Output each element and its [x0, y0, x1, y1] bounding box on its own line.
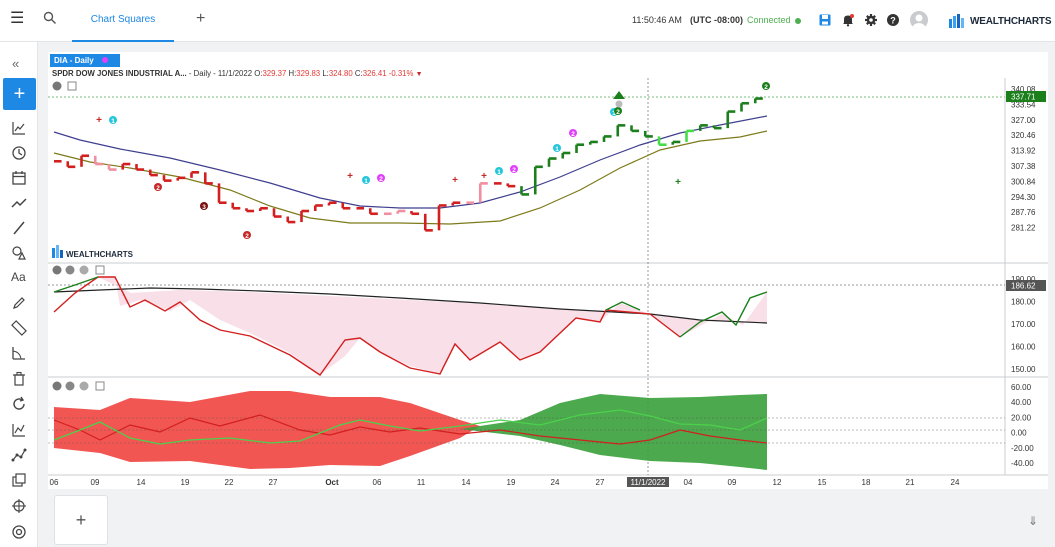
help-icon[interactable]: ? [886, 13, 900, 27]
settings-icon[interactable] [864, 13, 878, 27]
clock-icon[interactable] [11, 145, 27, 161]
collapse-icon[interactable]: « [12, 56, 20, 71]
connection-status: Connected [747, 15, 801, 25]
save-icon[interactable] [818, 13, 832, 27]
calendar-icon[interactable] [11, 170, 27, 186]
chart-icon[interactable] [11, 422, 27, 438]
low-value: 324.80 [328, 69, 353, 78]
timezone-label[interactable]: (UTC -08:00) [690, 15, 744, 25]
angle-icon[interactable] [11, 345, 27, 361]
settings-gear-icon[interactable] [11, 524, 27, 540]
crosshair-icon[interactable] [11, 498, 27, 514]
wealthcharts-logo: WEALTHCHARTS [948, 12, 1051, 30]
logo-icon [949, 14, 964, 28]
symbol-name: SPDR DOW JONES INDUSTRIAL A... [52, 69, 187, 78]
close-value: 326.41 [362, 69, 387, 78]
add-tab-icon[interactable]: + [196, 10, 206, 27]
user-avatar-icon[interactable] [910, 11, 928, 29]
low-label: L: [322, 69, 329, 78]
high-value: 329.83 [296, 69, 321, 78]
change-value: -0.31% [388, 69, 414, 78]
open-label: O: [254, 69, 263, 78]
open-value: 329.37 [262, 69, 287, 78]
trend-icon[interactable] [11, 195, 27, 211]
scatter-icon[interactable] [11, 447, 27, 463]
symbol-tab-label: DIA - Daily [54, 56, 94, 65]
ruler-icon[interactable] [11, 320, 27, 336]
symbol-tab[interactable]: DIA - Daily [50, 54, 120, 67]
svg-text:?: ? [890, 16, 896, 26]
clock-time: 11:50:46 AM [632, 15, 682, 25]
text-tool-icon[interactable]: Aa [11, 270, 26, 284]
refresh-icon[interactable] [11, 396, 27, 412]
drawing-toolbar: « + Aa [0, 42, 38, 547]
alerts-icon[interactable] [841, 13, 855, 27]
trash-icon[interactable] [11, 371, 27, 387]
expand-down-icon[interactable]: ⇓ [1028, 514, 1039, 528]
symbol-period: - Daily - 11/1/2022 [188, 69, 253, 78]
top-bar: ☰ Chart Squares + 11:50:46 AM (UTC -08:0… [0, 0, 1055, 42]
high-label: H: [288, 69, 297, 78]
status-dot-icon [794, 17, 801, 24]
layers-icon[interactable] [11, 472, 27, 488]
bottom-bar [48, 489, 1055, 547]
close-label: C: [354, 69, 363, 78]
pencil-icon[interactable] [11, 295, 27, 311]
connection-label: Connected [747, 15, 791, 25]
chart-panel[interactable] [48, 52, 1048, 489]
add-icon[interactable]: + [3, 78, 36, 110]
shapes-icon[interactable] [11, 245, 27, 261]
menu-icon[interactable]: ☰ [10, 10, 25, 27]
tab-chart-squares[interactable]: Chart Squares [72, 0, 174, 42]
add-panel-button[interactable]: + [54, 495, 108, 545]
search-icon[interactable] [43, 11, 57, 25]
logo-text: WEALTHCHARTS [970, 15, 1052, 27]
down-arrow-icon: ▼ [415, 71, 423, 78]
indicator-icon[interactable] [11, 120, 27, 136]
line-tool-icon[interactable] [11, 220, 27, 236]
symbol-color-dot [101, 57, 108, 63]
ohlc-info: SPDR DOW JONES INDUSTRIAL A... - Daily -… [52, 69, 423, 78]
